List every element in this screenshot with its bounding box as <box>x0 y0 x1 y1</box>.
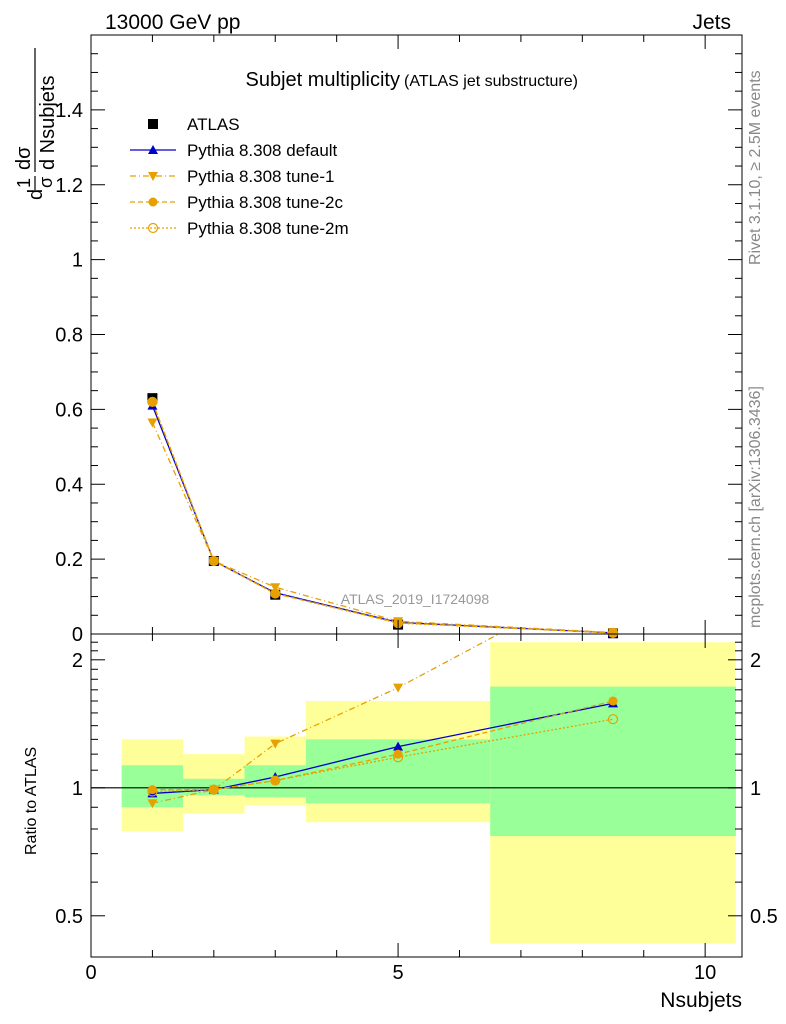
x-tick-label: 0 <box>85 962 96 984</box>
ratio-panel: 0.5 0.51 12 20 5 10 Ratio to ATLAS Nsubjets <box>23 35 778 1012</box>
data-point <box>147 397 157 407</box>
x-axis-label: Nsubjets <box>660 989 742 1012</box>
ratio-point <box>270 776 280 786</box>
data-point <box>147 396 158 407</box>
ratio-point <box>209 785 219 795</box>
main-y-ticks: 0 0.2 0.4 0.6 0.8 1 1.2 1.4 <box>55 53 742 646</box>
ratio-point <box>393 683 404 693</box>
rivet-label: Rivet 3.1.10, ≥ 2.5M events <box>747 70 764 265</box>
y-tick-label: 1.2 <box>55 175 83 197</box>
x-tick-label: 5 <box>393 962 404 984</box>
data-point <box>608 628 618 638</box>
y-tick-label: 0.2 <box>55 549 83 571</box>
y-tick-label: 1 <box>72 250 83 272</box>
ratio-point <box>393 749 403 759</box>
ratio-y-tick-label-right: 2 <box>750 650 761 672</box>
main-panel: Subjet multiplicity (ATLAS jet substruct… <box>55 34 743 646</box>
ratio-ticks: 0.5 0.51 12 20 5 10 <box>55 35 778 984</box>
ratio-point <box>208 784 219 795</box>
data-point <box>209 556 219 566</box>
legend-marker <box>148 172 158 181</box>
header-energy: 13000 GeV pp <box>105 11 240 34</box>
svg-text:d Nsubjets: d Nsubjets <box>37 76 59 171</box>
main-series <box>147 393 619 639</box>
svg-text:d: d <box>25 189 47 200</box>
watermark: ATLAS_2019_I1724098 <box>341 591 490 607</box>
legend-marker <box>148 197 158 207</box>
ratio-point <box>147 786 158 797</box>
ratio-frame <box>90 633 743 958</box>
y-tick-label: 1.4 <box>55 100 83 122</box>
svg-text:σ: σ <box>36 177 56 188</box>
data-point <box>147 418 158 428</box>
data-point <box>270 588 281 599</box>
y-tick-label: 0 <box>72 624 83 646</box>
series-line <box>151 422 614 634</box>
ratio-point <box>270 775 281 786</box>
legend-label: Pythia 8.308 default <box>187 141 338 160</box>
y-tick-label: 0.6 <box>55 399 83 421</box>
data-point <box>270 589 280 599</box>
ratio-y-tick-label-left: 1 <box>72 778 83 800</box>
data-point <box>607 627 619 638</box>
plot-title: Subjet multiplicity <box>245 69 400 91</box>
ratio-series <box>147 634 619 809</box>
ratio-point <box>607 714 619 725</box>
legend-label: Pythia 8.308 tune-1 <box>187 167 334 186</box>
y-tick-label: 0.8 <box>55 325 83 347</box>
ratio-y-tick-label-left: 0.5 <box>55 906 83 928</box>
ratio-point <box>608 696 618 706</box>
main-y-axis-label: d 1 σ dσ d Nsubjets <box>13 48 59 200</box>
legend: ATLAS Pythia 8.308 default Pythia 8.308 tu… <box>130 115 349 238</box>
ratio-point <box>392 752 404 763</box>
legend-marker <box>148 145 158 154</box>
ratio-bands <box>121 642 736 944</box>
ratio-y-tick-label-right: 1 <box>750 778 761 800</box>
ratio-y-tick-label-right: 0.5 <box>750 906 778 928</box>
legend-label: Pythia 8.308 tune-2c <box>187 193 343 212</box>
uncertainty-band-inner <box>490 686 736 837</box>
ratio-point <box>270 739 281 749</box>
svg-text:1: 1 <box>14 178 34 188</box>
header-jets: Jets <box>692 11 731 34</box>
plot-subtitle: (ATLAS jet substructure) <box>404 73 578 90</box>
ratio-y-axis-label: Ratio to ATLAS <box>23 747 40 855</box>
data-point <box>270 583 281 593</box>
legend-label: Pythia 8.308 tune-2m <box>187 219 349 238</box>
ratio-y-tick-label-left: 2 <box>72 650 83 672</box>
ratio-point <box>147 799 158 809</box>
ratio-line <box>152 718 614 793</box>
legend-marker <box>147 222 159 234</box>
data-point <box>208 555 219 567</box>
x-tick-label: 10 <box>694 962 716 984</box>
y-tick-label: 0.4 <box>55 474 83 496</box>
svg-text:dσ: dσ <box>13 146 35 170</box>
ratio-series-group <box>147 634 619 809</box>
ratio-point <box>393 741 404 751</box>
legend-label: ATLAS <box>187 115 240 134</box>
legend-marker <box>148 119 158 129</box>
mcplots-label: mcplots.cern.ch [arXiv:1306.3436] <box>747 386 764 628</box>
